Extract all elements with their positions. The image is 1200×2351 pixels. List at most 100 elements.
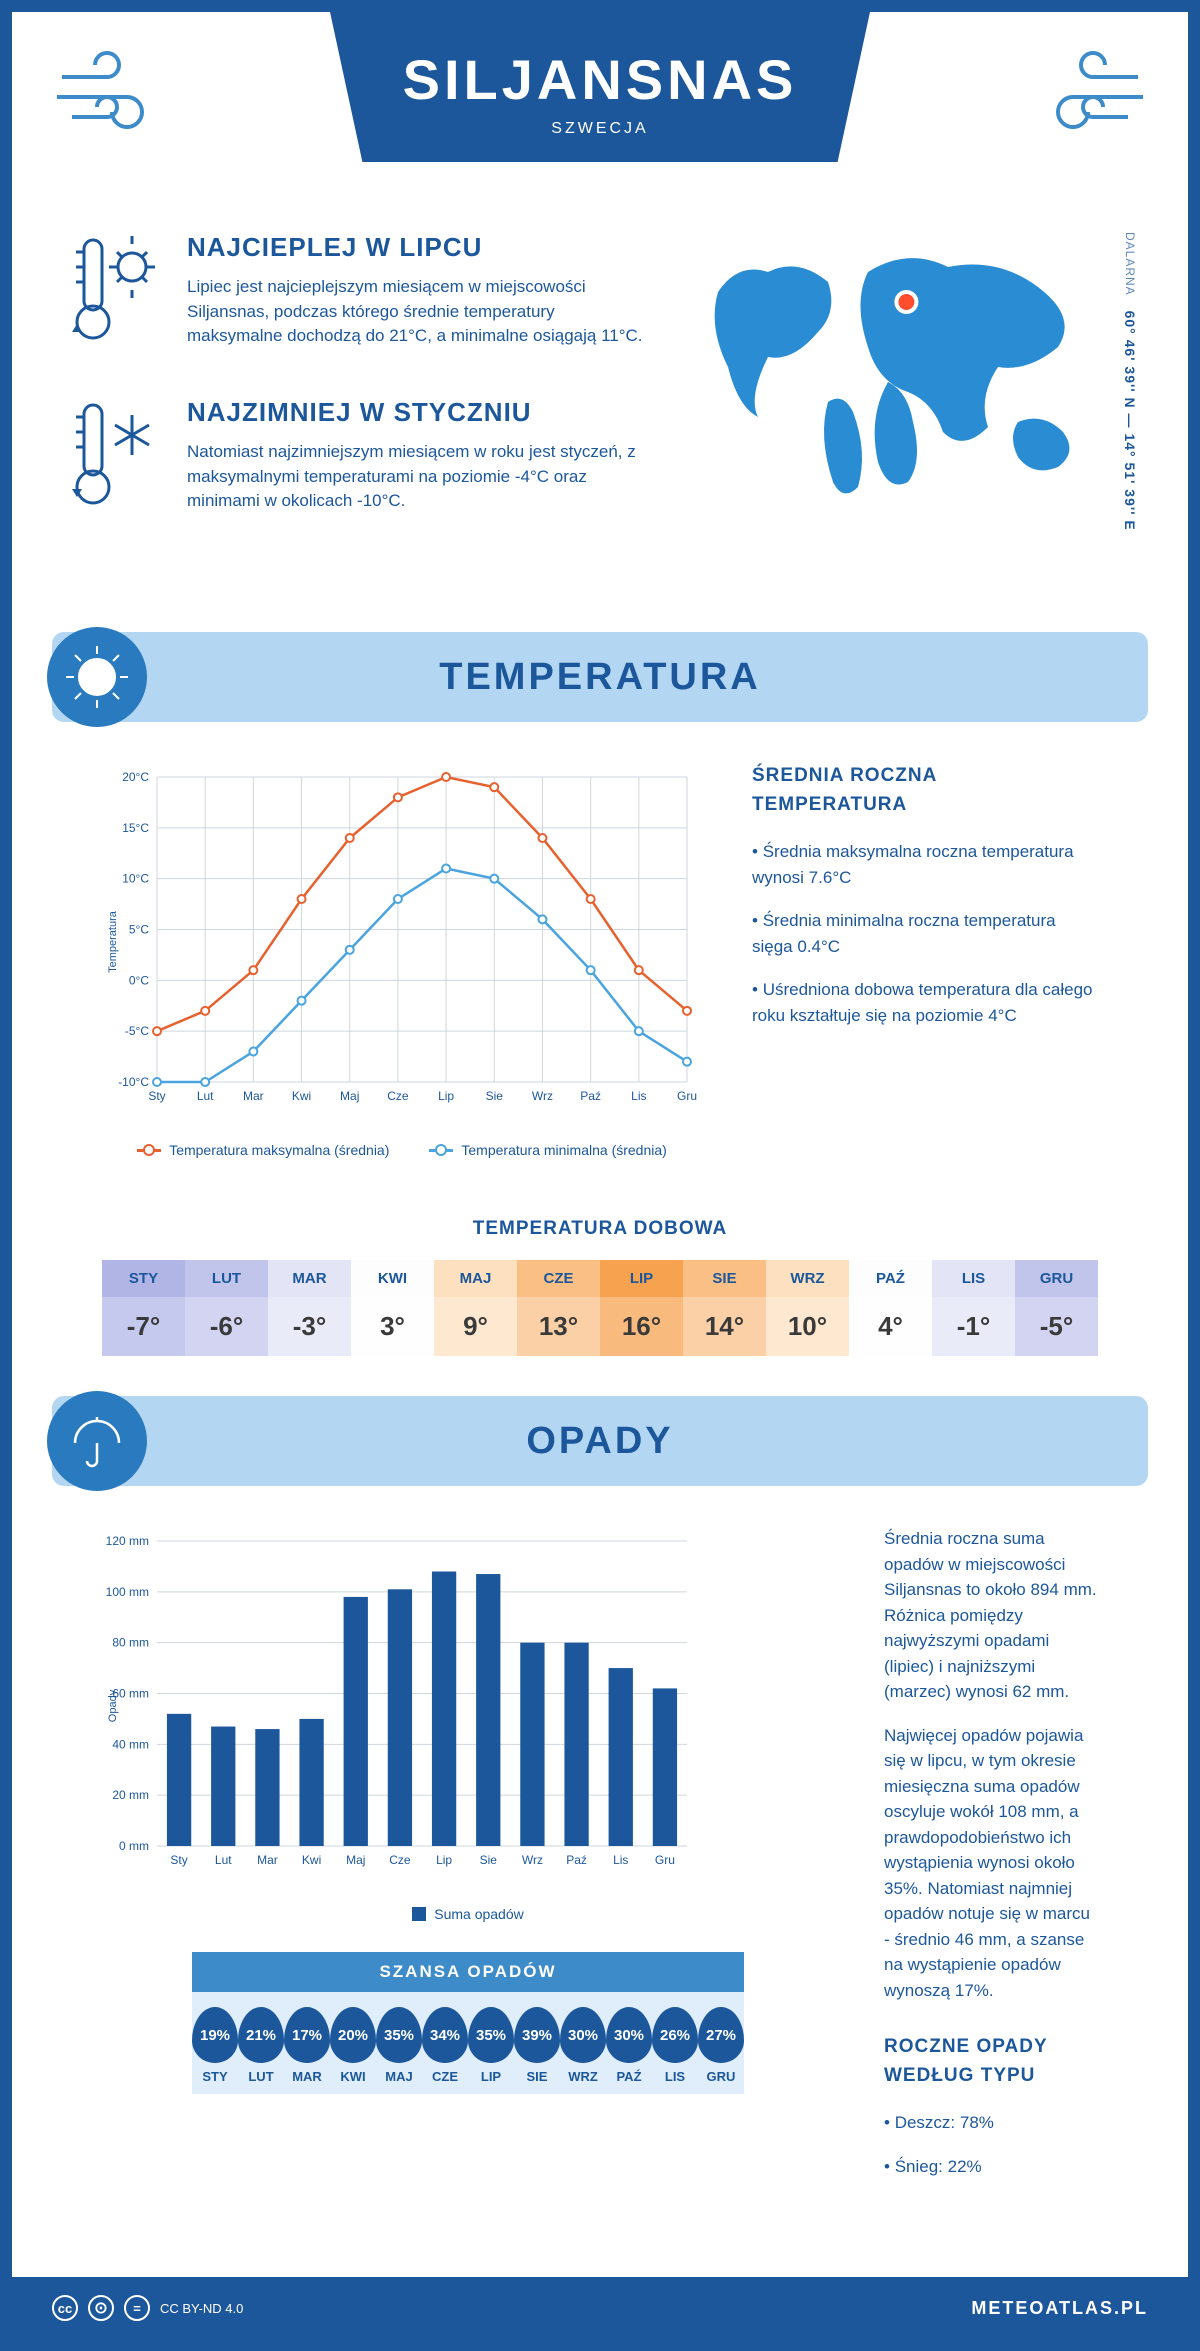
precip-legend-label: Suma opadów: [434, 1906, 524, 1922]
daily-temp-cell: LUT-6°: [185, 1260, 268, 1356]
svg-text:10°C: 10°C: [122, 872, 149, 886]
svg-text:-5°C: -5°C: [125, 1024, 149, 1038]
svg-text:Temperatura: Temperatura: [107, 910, 119, 973]
annual-temp-list: Średnia maksymalna roczna temperatura wy…: [752, 839, 1098, 1028]
svg-text:Lip: Lip: [438, 1089, 454, 1103]
hottest-text: Lipiec jest najcieplejszym miesiącem w m…: [187, 275, 648, 349]
daily-temp-cell: MAR-3°: [268, 1260, 351, 1356]
precip-chance-cell: 35%LIP: [468, 2007, 514, 2084]
svg-text:Mar: Mar: [243, 1089, 264, 1103]
map-panel: DALARNA 60° 46' 39'' N — 14° 51' 39'' E: [688, 232, 1128, 562]
header: SILJANSNAS SZWECJA: [12, 12, 1188, 212]
svg-text:Kwi: Kwi: [302, 1853, 321, 1867]
svg-text:100 mm: 100 mm: [106, 1585, 149, 1599]
coordinates: 60° 46' 39'' N — 14° 51' 39'' E: [1122, 311, 1138, 531]
precip-chance-cell: 21%LUT: [238, 2007, 284, 2084]
svg-text:Paź: Paź: [580, 1089, 601, 1103]
daily-temp-cell: MAJ9°: [434, 1260, 517, 1356]
svg-text:20°C: 20°C: [122, 770, 149, 784]
daily-temp-cell: PAŹ4°: [849, 1260, 932, 1356]
precip-chance-cell: 34%CZE: [422, 2007, 468, 2084]
daily-temp-cell: GRU-5°: [1015, 1260, 1098, 1356]
svg-text:Paź: Paź: [566, 1853, 587, 1867]
daily-temp-cell: STY-7°: [102, 1260, 185, 1356]
svg-text:Maj: Maj: [346, 1853, 365, 1867]
svg-text:120 mm: 120 mm: [106, 1534, 149, 1548]
precip-text-2: Najwięcej opadów pojawia się w lipcu, w …: [884, 1723, 1098, 2004]
wind-icon: [1028, 42, 1148, 159]
by-icon: ⊙: [88, 2295, 114, 2321]
precip-chance-cell: 17%MAR: [284, 2007, 330, 2084]
precip-by-type-list: Deszcz: 78%Śnieg: 22%: [884, 2110, 1098, 2179]
sun-icon: [47, 627, 147, 727]
precip-by-type-title: ROCZNE OPADY WEDŁUG TYPU: [884, 2033, 1098, 2090]
precip-chance-cell: 30%WRZ: [560, 2007, 606, 2084]
svg-text:Lut: Lut: [215, 1853, 232, 1867]
precip-chance-cell: 27%GRU: [698, 2007, 744, 2084]
umbrella-icon: [47, 1391, 147, 1491]
precip-chance-cell: 20%KWI: [330, 2007, 376, 2084]
temperature-line-chart: -10°C-5°C0°C5°C10°C15°C20°CStyLutMarKwiM…: [102, 762, 702, 1122]
svg-text:Lut: Lut: [197, 1089, 214, 1103]
svg-text:Sty: Sty: [148, 1089, 165, 1103]
svg-text:Sie: Sie: [486, 1089, 504, 1103]
precip-section-header: OPADY: [52, 1396, 1148, 1486]
thermometer-snow-icon: [72, 397, 162, 522]
svg-text:-10°C: -10°C: [118, 1075, 149, 1089]
svg-text:Gru: Gru: [655, 1853, 675, 1867]
hottest-block: NAJCIEPLEJ W LIPCU Lipiec jest najcieple…: [72, 232, 648, 357]
svg-text:Lip: Lip: [436, 1853, 452, 1867]
nd-icon: =: [124, 2295, 150, 2321]
svg-text:Wrz: Wrz: [532, 1089, 553, 1103]
annual-temp-title: ŚREDNIA ROCZNA TEMPERATURA: [752, 762, 1098, 819]
svg-text:Gru: Gru: [677, 1089, 697, 1103]
daily-temp-cell: KWI3°: [351, 1260, 434, 1356]
temperature-body: -10°C-5°C0°C5°C10°C15°C20°CStyLutMarKwiM…: [12, 722, 1188, 1188]
temperature-legend: Temperatura maksymalna (średnia)Temperat…: [102, 1142, 702, 1158]
precip-text-1: Średnia roczna suma opadów w miejscowośc…: [884, 1526, 1098, 1705]
svg-text:15°C: 15°C: [122, 821, 149, 835]
precip-bar-chart: 0 mm20 mm40 mm60 mm80 mm100 mm120 mmStyL…: [102, 1526, 702, 1886]
svg-text:Maj: Maj: [340, 1089, 359, 1103]
title-banner: SILJANSNAS SZWECJA: [330, 12, 870, 162]
precip-chance-cell: 30%PAŹ: [606, 2007, 652, 2084]
coldest-text: Natomiast najzimniejszym miesiącem w rok…: [187, 440, 648, 514]
precip-chance-cell: 35%MAJ: [376, 2007, 422, 2084]
license-text: CC BY-ND 4.0: [160, 2301, 243, 2316]
svg-text:Kwi: Kwi: [292, 1089, 311, 1103]
svg-text:Lis: Lis: [631, 1089, 646, 1103]
precip-chance-title: SZANSA OPADÓW: [192, 1952, 744, 1992]
svg-text:Cze: Cze: [389, 1853, 411, 1867]
city-title: SILJANSNAS: [330, 47, 870, 112]
region-label: DALARNA: [1123, 232, 1137, 296]
precip-chance-cell: 39%SIE: [514, 2007, 560, 2084]
svg-text:0 mm: 0 mm: [119, 1839, 149, 1853]
svg-text:Sty: Sty: [170, 1853, 187, 1867]
thermometer-sun-icon: [72, 232, 162, 357]
svg-text:Lis: Lis: [613, 1853, 628, 1867]
svg-text:0°C: 0°C: [129, 973, 149, 987]
map-marker-icon: [896, 292, 916, 312]
daily-temp-cell: LIP16°: [600, 1260, 683, 1356]
precip-body: 0 mm20 mm40 mm60 mm80 mm100 mm120 mmStyL…: [12, 1486, 1188, 2227]
daily-temp-cell: CZE13°: [517, 1260, 600, 1356]
precip-heading: OPADY: [52, 1396, 1148, 1486]
precip-chance-cell: 19%STY: [192, 2007, 238, 2084]
page: SILJANSNAS SZWECJA NAJCIEPLEJ W LIPCU Li…: [0, 0, 1200, 2351]
world-map: [688, 232, 1108, 512]
daily-temp-cell: SIE14°: [683, 1260, 766, 1356]
svg-text:Cze: Cze: [387, 1089, 409, 1103]
country-subtitle: SZWECJA: [330, 120, 870, 138]
intro-section: NAJCIEPLEJ W LIPCU Lipiec jest najcieple…: [12, 212, 1188, 602]
site-name: METEOATLAS.PL: [971, 2298, 1148, 2319]
hottest-title: NAJCIEPLEJ W LIPCU: [187, 232, 648, 263]
svg-text:Mar: Mar: [257, 1853, 278, 1867]
temperature-heading: TEMPERATURA: [52, 632, 1148, 722]
daily-temp-cell: LIS-1°: [932, 1260, 1015, 1356]
svg-text:Sie: Sie: [480, 1853, 498, 1867]
daily-temp-title: TEMPERATURA DOBOWA: [12, 1218, 1188, 1240]
daily-temp-cell: WRZ10°: [766, 1260, 849, 1356]
coldest-title: NAJZIMNIEJ W STYCZNIU: [187, 397, 648, 428]
svg-text:Opady: Opady: [107, 1689, 119, 1722]
svg-text:40 mm: 40 mm: [112, 1737, 149, 1751]
